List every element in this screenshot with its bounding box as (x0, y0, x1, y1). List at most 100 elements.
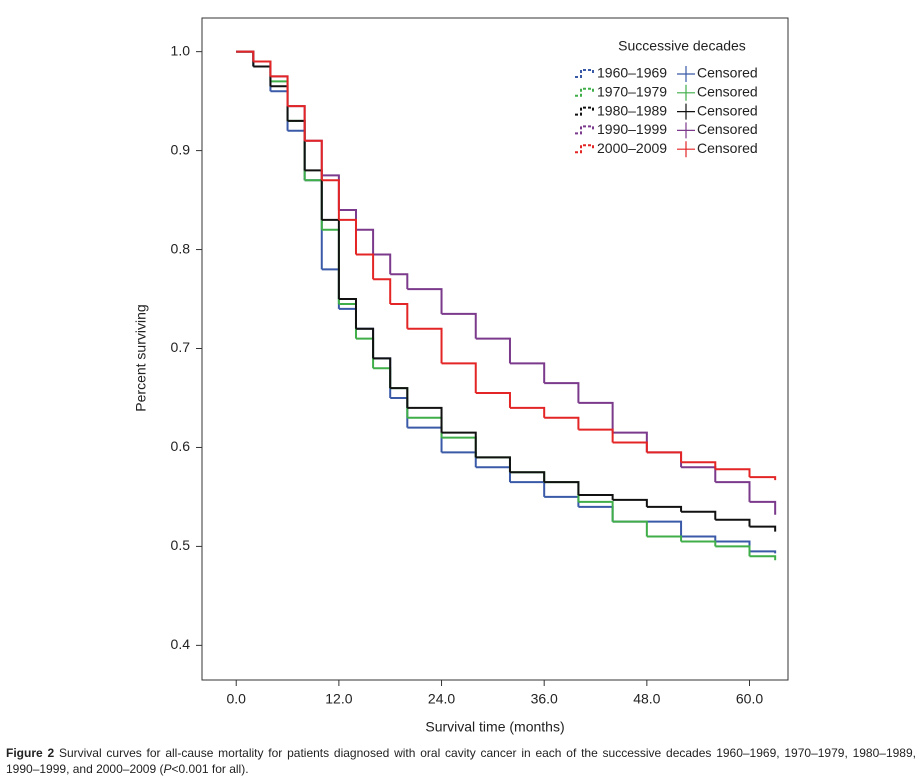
survival-step (407, 406, 443, 433)
legend-censor-icon (677, 66, 695, 82)
survival-step (509, 481, 546, 497)
survival-step (253, 60, 272, 77)
survival-step (338, 307, 357, 329)
survival-step (715, 545, 751, 557)
survival-step (390, 387, 409, 408)
legend-icon (575, 69, 594, 78)
survival-step (304, 169, 323, 220)
legend-censor-label: Censored (697, 121, 758, 137)
survival-step (373, 357, 392, 389)
survival-step (749, 525, 777, 532)
x-tick-label: 0.0 (226, 691, 246, 707)
survival-step (509, 471, 546, 483)
legend-censor-icon (677, 122, 695, 139)
survival-step (681, 535, 717, 542)
legend-censor-label: Censored (697, 140, 758, 156)
survival-step (287, 105, 306, 141)
survival-step (441, 362, 477, 394)
survival-step (407, 327, 443, 364)
y-axis-label: Percent surviving (133, 304, 149, 411)
x-tick-label: 60.0 (736, 691, 763, 707)
y-tick-label: 0.7 (171, 339, 191, 355)
survival-step (355, 327, 375, 359)
survival-step (441, 436, 477, 458)
legend-label: 1990–1999 (597, 121, 667, 137)
survival-step (749, 476, 777, 481)
survival-step (509, 362, 546, 384)
survival-step (475, 337, 511, 364)
survival-step (681, 540, 717, 547)
caption-text: <0.001 for all). (171, 762, 249, 776)
survival-step (749, 550, 777, 554)
chart: Survival time (months) Percent surviving… (133, 17, 789, 735)
survival-step (681, 461, 717, 470)
survival-step (646, 505, 683, 512)
survival-step (236, 50, 255, 62)
survival-step (544, 481, 580, 495)
survival-step (390, 387, 409, 418)
legend-icon (575, 125, 594, 135)
survival-step (321, 218, 340, 300)
survival-step (321, 228, 340, 304)
caption-italic: P (163, 762, 172, 776)
survival-step (612, 520, 648, 537)
x-tick-label: 36.0 (531, 691, 558, 707)
legend-label: 1970–1979 (597, 84, 667, 100)
survival-step (646, 451, 683, 468)
survival-step (407, 426, 443, 453)
survival-step (355, 228, 375, 255)
survival-step (287, 105, 306, 141)
survival-step (270, 90, 289, 131)
survival-step (509, 471, 546, 483)
survival-step (441, 312, 477, 339)
legend-censor-icon (677, 103, 695, 120)
survival-step (509, 406, 546, 418)
survival-step (441, 431, 477, 458)
y-tick-label: 0.4 (171, 636, 191, 652)
y-tick-label: 1.0 (171, 42, 191, 58)
survival-step (475, 466, 511, 483)
y-tick-label: 0.5 (171, 537, 191, 553)
legend-censor-icon (677, 141, 695, 158)
caption: Figure 2 Survival curves for all-cause m… (6, 745, 916, 777)
survival-step (475, 456, 511, 473)
survival-step (270, 75, 289, 107)
legend-label: 1980–1989 (597, 102, 667, 118)
survival-step (253, 65, 272, 92)
survival-step (304, 139, 323, 181)
y-tick-label: 0.8 (171, 240, 191, 256)
survival-step (578, 428, 614, 443)
legend-icon (575, 87, 594, 97)
survival-step (373, 367, 392, 389)
survival-step (646, 451, 683, 463)
survival-step (681, 510, 717, 520)
y-tick-label: 0.6 (171, 438, 191, 454)
survival-step (355, 327, 375, 359)
survival-step (304, 179, 323, 270)
legend-censor-label: Censored (697, 102, 758, 118)
survival-step (475, 456, 511, 473)
x-tick-label: 48.0 (633, 691, 660, 707)
survival-step (236, 50, 255, 62)
legend-title: Successive decades (618, 38, 746, 54)
legend-censor-label: Censored (697, 84, 758, 100)
survival-step (544, 495, 580, 507)
legend-label: 1960–1969 (597, 65, 667, 81)
survival-step (407, 288, 443, 314)
survival-step (253, 65, 272, 87)
survival-step (544, 481, 580, 502)
survival-step (304, 179, 323, 230)
survival-step (544, 382, 580, 403)
survival-step (578, 493, 614, 500)
survival-step (355, 253, 375, 280)
y-tick-label: 0.9 (171, 141, 191, 157)
x-axis-label: Survival time (months) (425, 719, 564, 735)
legend-censor-label: Censored (697, 65, 758, 81)
survival-step (578, 500, 614, 522)
survival-step (578, 505, 614, 522)
caption-text: Survival curves for all-cause mortality … (6, 746, 916, 776)
survival-step (715, 468, 751, 478)
legend-icon (575, 106, 594, 116)
survival-step (390, 396, 409, 428)
